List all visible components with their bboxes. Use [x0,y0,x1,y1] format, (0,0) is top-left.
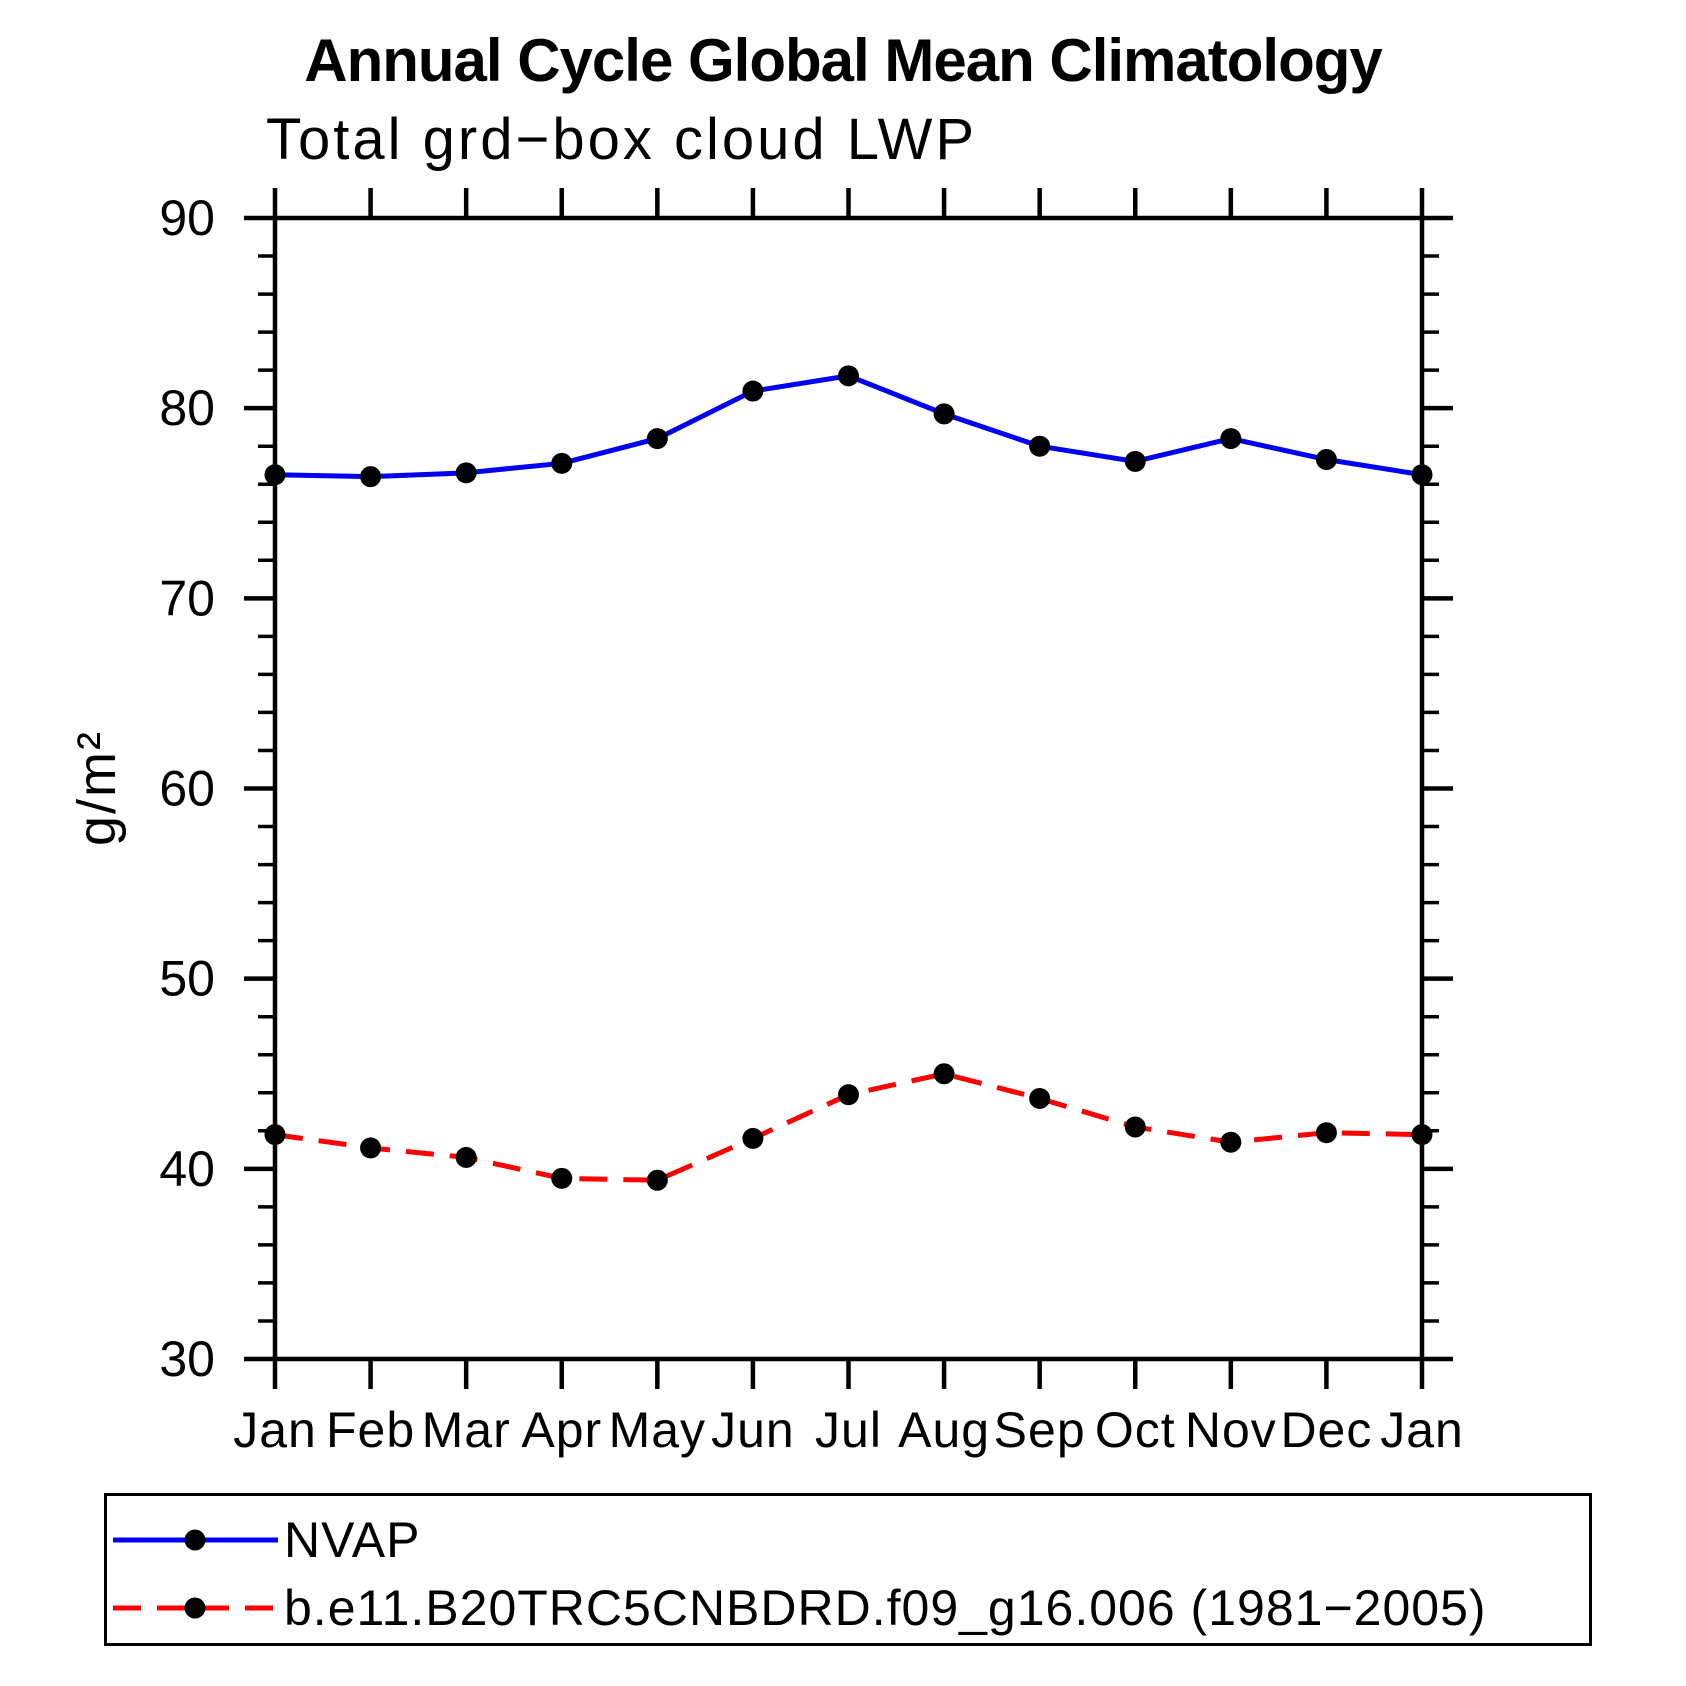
month-label: Jun [711,1402,795,1458]
month-label: Mar [422,1402,511,1458]
y-tick-label: 30 [159,1331,215,1387]
legend-label-nvap: NVAP [284,1512,421,1568]
plot-frame [272,215,1425,1362]
legend-label-model: b.e11.B20TRC5CNBDRD.f09_g16.006 (1981−20… [284,1580,1487,1636]
month-label: Jul [815,1402,882,1458]
data-point [1315,449,1337,471]
y-tick-label: 60 [159,761,215,817]
data-point [1029,1087,1051,1109]
legend-marker-dot [184,1597,206,1619]
y-tick-label: 50 [159,951,215,1007]
legend-box: NVAP b.e11.B20TRC5CNBDRD.f09_g16.006 (19… [104,1493,1592,1646]
y-axis-label: g/m² [67,730,127,846]
series-line-0 [274,373,1423,480]
legend-swatch-solid-line [113,1529,278,1551]
data-point [264,464,286,486]
month-label: Oct [1095,1402,1176,1458]
data-point [1411,464,1433,486]
data-point [933,1063,955,1085]
data-point [1124,1116,1146,1138]
data-point [1220,1131,1242,1153]
month-label: Dec [1280,1402,1372,1458]
month-label: Feb [326,1402,415,1458]
month-label: Apr [521,1402,602,1458]
y-tick-label: 40 [159,1141,215,1197]
data-point [360,466,382,488]
chart-title: Annual Cycle Global Mean Climatology [304,27,1383,94]
month-label: May [609,1402,706,1458]
data-point [551,452,573,474]
data-point [1029,435,1051,457]
data-point [646,428,668,450]
data-point [1315,1122,1337,1144]
y-tick-label: 70 [159,570,215,626]
month-label: Jan [1380,1402,1464,1458]
y-tick-label: 90 [159,190,215,246]
legend-marker-dot [184,1529,206,1551]
data-point [933,403,955,425]
data-point [646,1169,668,1191]
data-point [264,1124,286,1146]
legend-swatch-dashed-line [113,1597,278,1619]
month-label: Jan [233,1402,317,1458]
legend-item-nvap: NVAP [110,1512,420,1568]
data-point [551,1167,573,1189]
data-point [360,1137,382,1159]
data-point [838,365,859,387]
y-tick-label: 80 [159,380,215,436]
month-label: Sep [994,1402,1086,1458]
data-point [1411,1124,1433,1146]
data-point [455,462,477,484]
data-point [455,1146,477,1168]
legend-item-model: b.e11.B20TRC5CNBDRD.f09_g16.006 (1981−20… [110,1580,1487,1636]
month-label: Nov [1185,1402,1277,1458]
data-point [838,1084,859,1106]
chart-subtitle: Total grd−box cloud LWP [266,107,978,172]
month-label: Aug [898,1402,990,1458]
data-point [742,1127,764,1149]
data-point [1124,450,1146,472]
data-point [1220,428,1242,450]
data-point [742,380,764,402]
